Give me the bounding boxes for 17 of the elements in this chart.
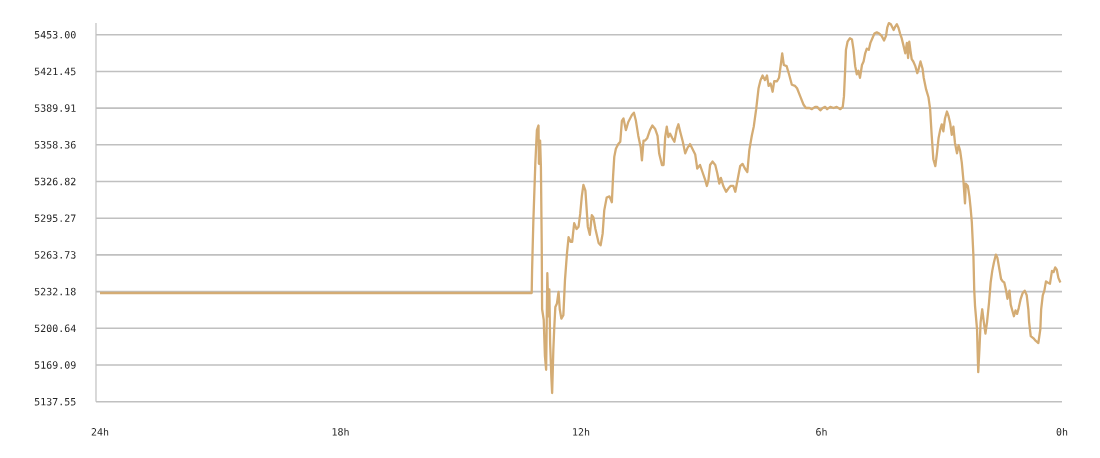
x-tick-label: 24h [91, 427, 109, 436]
y-tick-label: 5295.27 [34, 214, 76, 222]
y-tick-label: 5200.64 [34, 324, 76, 333]
y-tick-label: 5389.91 [34, 104, 76, 112]
y-tick-label: 5232.18 [34, 287, 76, 296]
x-tick-label: 12h [573, 427, 590, 436]
x-tick-label: 6h [816, 427, 827, 436]
line-series [98, 21, 1062, 395]
x-tick-label: 0h [1056, 427, 1068, 436]
x-tick-label: 18h [332, 427, 349, 436]
y-tick-label: 5421.45 [34, 67, 76, 76]
y-tick-label: 5326.82 [34, 177, 76, 186]
y-tick-label: 5358.36 [34, 141, 76, 149]
y-tick-label: 5453.00 [34, 30, 76, 39]
y-tick-label: 5169.09 [34, 361, 76, 369]
y-tick-label: 5137.55 [34, 397, 76, 406]
y-tick-label: 5263.73 [34, 251, 76, 259]
